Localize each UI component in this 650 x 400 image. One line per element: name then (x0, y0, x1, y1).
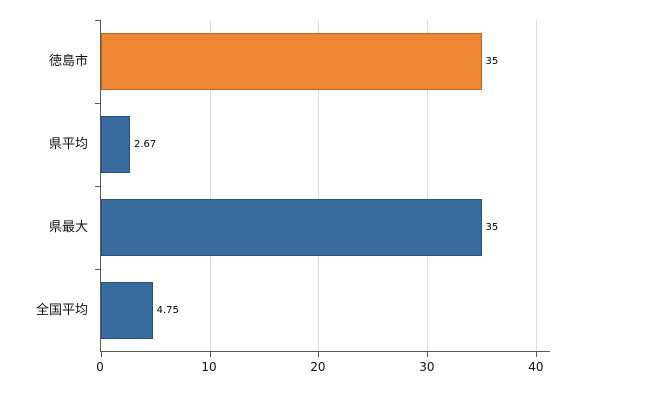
x-axis-tick-label: 20 (310, 360, 326, 374)
x-axis-tick-label: 30 (419, 360, 435, 374)
x-axis-tick (535, 352, 537, 357)
bar-row: 2.67 (101, 103, 550, 186)
category-label: 徳島市 (48, 54, 88, 69)
gridline (535, 20, 537, 351)
bar (101, 33, 482, 90)
plot-area: 35 2.67 35 4.75 (95, 20, 550, 357)
bar-row: 35 (101, 186, 550, 269)
category-label: 県平均 (48, 137, 88, 152)
x-axis-tick-label: 0 (96, 360, 104, 374)
y-axis-labels: 徳島市県平均県最大全国平均 (0, 20, 94, 352)
bar (101, 282, 153, 339)
category-label: 県最大 (48, 220, 88, 235)
bar (101, 116, 131, 173)
y-axis-tick (95, 20, 100, 21)
y-axis-tick (95, 103, 100, 104)
x-axis-tick-label: 10 (201, 360, 217, 374)
bar-value-label: 2.67 (134, 139, 157, 150)
gridline (427, 20, 429, 351)
category-label: 全国平均 (35, 303, 88, 318)
bar-value-label: 35 (485, 56, 499, 67)
gridline (318, 20, 320, 351)
x-axis-tick-label: 40 (528, 360, 544, 374)
bar-value-label: 35 (485, 222, 499, 233)
x-axis-labels: 0 10 20 30 40 (96, 360, 550, 376)
y-axis-tick (95, 269, 100, 270)
bar-row: 4.75 (101, 269, 550, 352)
bar (101, 199, 482, 256)
bar-value-label: 4.75 (156, 305, 179, 316)
gridline (209, 20, 211, 351)
y-axis-tick (95, 186, 100, 187)
x-axis-tick (101, 352, 102, 357)
bar-row: 35 (101, 20, 550, 103)
x-axis-tick (209, 352, 211, 357)
x-axis-tick (427, 352, 429, 357)
x-axis-tick (318, 352, 320, 357)
